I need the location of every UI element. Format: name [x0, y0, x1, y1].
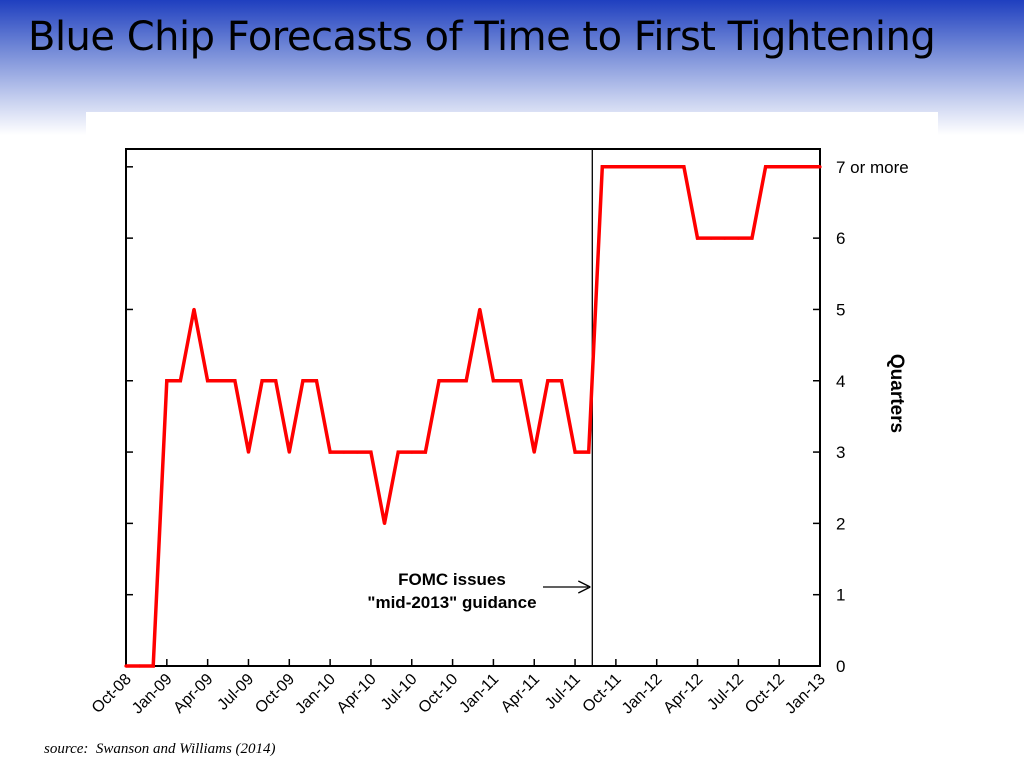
series-line: [126, 165, 820, 668]
data-point: [260, 379, 264, 383]
y-tick-label: 2: [836, 514, 845, 533]
data-point: [559, 379, 564, 383]
data-point: [818, 165, 822, 169]
slide-title: Blue Chip Forecasts of Time to First Tig…: [28, 14, 936, 60]
y-tick-label: 4: [836, 372, 845, 391]
annotation-line-2: "mid-2013" guidance: [367, 593, 536, 612]
x-tick-label: Jul-09: [214, 671, 257, 714]
data-point: [342, 450, 346, 454]
data-point: [423, 450, 427, 454]
data-point: [695, 236, 700, 240]
data-point: [682, 165, 686, 169]
data-point: [478, 307, 482, 312]
annotation-line-1: FOMC issues: [398, 570, 506, 589]
x-tick-label: Apr-09: [170, 671, 216, 717]
data-point: [314, 379, 319, 383]
data-point: [791, 165, 795, 169]
data-point: [355, 450, 359, 454]
data-point: [369, 450, 373, 454]
data-point: [450, 379, 455, 383]
data-point: [763, 165, 768, 169]
x-tick-label: Jul-12: [704, 671, 747, 714]
data-point: [491, 379, 496, 383]
data-point: [206, 379, 210, 383]
data-point: [532, 450, 536, 454]
x-tick-label: Apr-10: [334, 671, 380, 717]
data-point: [410, 450, 414, 454]
x-tick-label: Jan-13: [782, 671, 829, 718]
data-point: [464, 379, 468, 383]
y-tick-label: 6: [836, 229, 845, 248]
data-point: [723, 236, 727, 240]
data-point: [437, 379, 441, 383]
data-point: [151, 664, 155, 668]
data-point: [396, 450, 400, 454]
data-point: [505, 379, 509, 383]
data-point: [301, 379, 305, 383]
data-point: [709, 236, 713, 240]
data-point: [573, 450, 577, 454]
data-point: [736, 236, 740, 240]
data-point: [587, 450, 591, 454]
x-tick-label: Jan-12: [619, 671, 666, 718]
y-axis-title: Quarters: [886, 354, 907, 433]
x-tick-label: Oct-12: [742, 671, 788, 717]
x-tick-label: Jan-11: [456, 671, 502, 717]
source-citation: source: Swanson and Williams (2014): [44, 741, 276, 757]
data-point: [246, 450, 251, 454]
x-tick-label: Oct-08: [89, 671, 135, 717]
x-tick-label: Oct-09: [252, 671, 298, 717]
y-tick-label: 5: [836, 300, 845, 319]
x-tick-label: Apr-12: [660, 671, 706, 717]
data-point: [641, 165, 645, 169]
x-tick-label: Jul-10: [378, 671, 421, 714]
data-point: [546, 379, 550, 383]
data-point: [233, 379, 237, 383]
x-tick-label: Jan-10: [292, 671, 339, 718]
data-point: [655, 165, 659, 169]
x-tick-label: Jul-11: [542, 671, 584, 713]
data-point: [124, 664, 128, 668]
data-point: [165, 379, 169, 383]
data-point: [668, 165, 672, 169]
data-point: [777, 165, 781, 169]
data-point: [382, 521, 387, 525]
data-point: [274, 379, 278, 383]
data-point: [178, 379, 183, 383]
y-tick-label: 1: [836, 586, 845, 605]
y-tick-label: 3: [836, 443, 845, 462]
data-point: [328, 450, 332, 454]
data-point: [804, 165, 808, 169]
x-tick-label: Oct-10: [415, 671, 461, 717]
data-point: [219, 379, 223, 383]
data-point: [627, 165, 632, 169]
data-point: [750, 236, 754, 240]
x-tick-label: Oct-11: [580, 671, 625, 716]
y-tick-label: 7 or more: [836, 158, 909, 177]
data-point: [519, 379, 523, 383]
data-point: [600, 165, 604, 169]
data-point: [287, 450, 291, 454]
x-tick-label: Jan-09: [129, 671, 176, 718]
annotation-arrow-head: [578, 580, 591, 594]
plot-frame: [125, 148, 821, 667]
data-point: [192, 307, 196, 312]
data-point: [138, 664, 142, 668]
data-point: [614, 165, 618, 169]
x-tick-label: Apr-11: [498, 671, 543, 716]
y-tick-label: 0: [836, 657, 845, 676]
